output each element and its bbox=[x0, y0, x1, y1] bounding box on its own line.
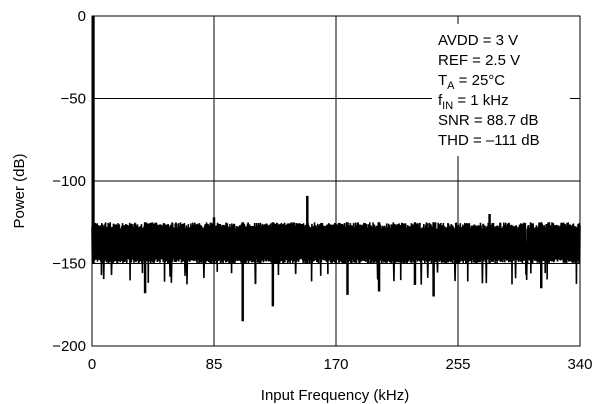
input-frequency-label: fIN = 1 kHz bbox=[438, 92, 509, 112]
x-tick-label: 255 bbox=[445, 356, 470, 373]
x-tick-label: 170 bbox=[323, 356, 348, 373]
x-tick-label: 340 bbox=[567, 356, 592, 373]
y-axis-label: Power (dB) bbox=[11, 153, 28, 228]
y-tick-label: −50 bbox=[61, 91, 86, 108]
x-tick-label: 85 bbox=[206, 356, 223, 373]
thd-label: THD = –111 dB bbox=[438, 132, 540, 149]
annotation-background bbox=[432, 24, 570, 156]
y-tick-label: −100 bbox=[52, 173, 86, 190]
conditions-annotation: AVDD = 3 V REF = 2.5 V TA = 25°C fIN = 1… bbox=[432, 24, 570, 156]
y-tick-label: 0 bbox=[78, 8, 86, 25]
temperature-subscript: A bbox=[447, 80, 455, 92]
noise-floor-trace bbox=[91, 222, 581, 285]
plot-frame bbox=[91, 15, 581, 347]
ref-label: REF = 2.5 V bbox=[438, 52, 520, 69]
temperature-symbol: T bbox=[438, 72, 447, 89]
input-frequency-subscript: IN bbox=[442, 100, 453, 112]
x-tick-labels: 0 85 170 255 340 bbox=[88, 356, 593, 373]
spectrum-series bbox=[91, 16, 581, 322]
y-tick-label: −150 bbox=[52, 256, 86, 273]
x-axis-label: Input Frequency (kHz) bbox=[261, 387, 409, 404]
y-tick-labels: 0 −50 −100 −150 −200 bbox=[52, 8, 86, 355]
snr-label: SNR = 88.7 dB bbox=[438, 112, 538, 129]
temperature-label: TA = 25°C bbox=[438, 72, 505, 92]
x-tick-label: 0 bbox=[88, 356, 96, 373]
temperature-value: = 25°C bbox=[455, 72, 506, 89]
input-frequency-symbol: f bbox=[438, 92, 443, 109]
y-tick-label: −200 bbox=[52, 338, 86, 355]
avdd-label: AVDD = 3 V bbox=[438, 32, 518, 49]
input-frequency-value: = 1 kHz bbox=[453, 92, 508, 109]
